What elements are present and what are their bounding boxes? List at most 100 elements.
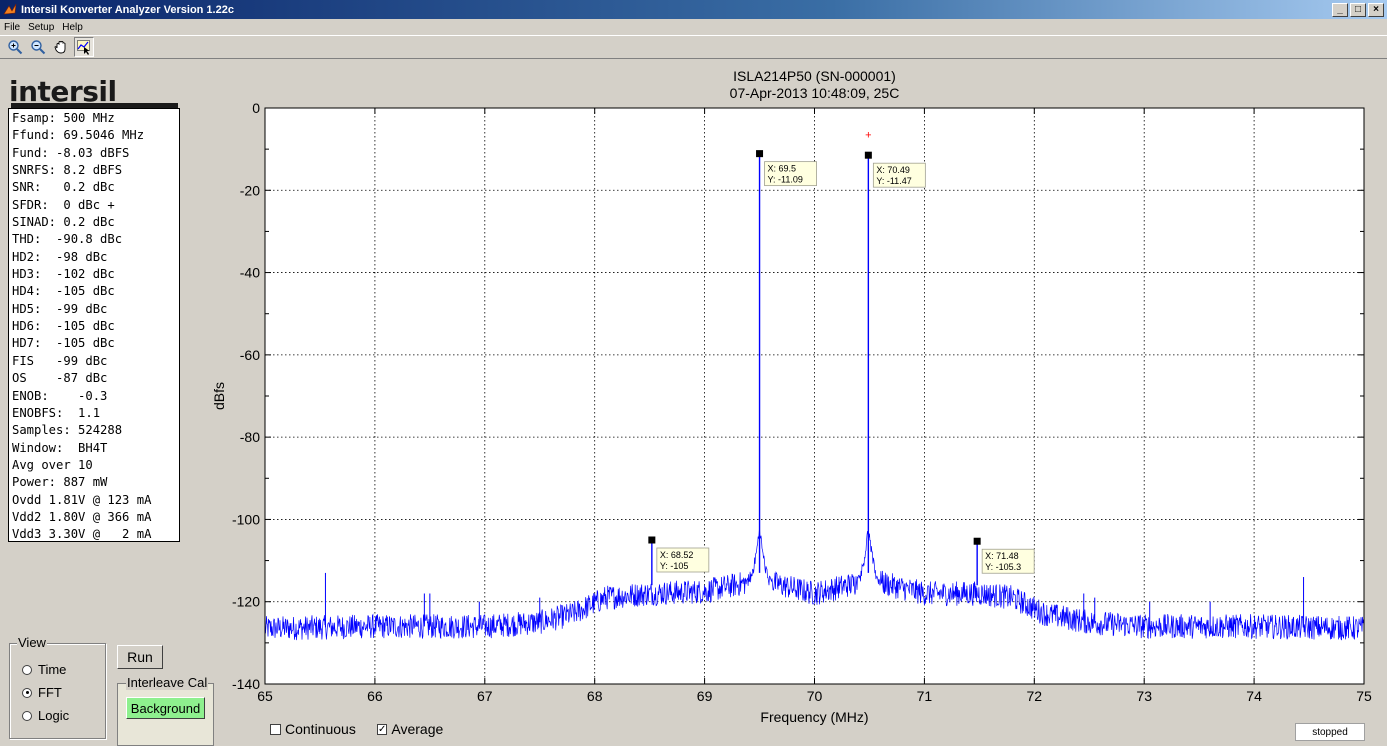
stat-line: HD2: -98 dBc [12,249,108,264]
time-radio-label: Time [38,662,67,677]
x-tick-label: 71 [917,688,933,704]
x-tick-label: 74 [1246,688,1262,704]
datatip-box [656,547,710,573]
datatip-point [756,150,764,158]
datatip-y-label: Y: -11.47 [876,176,911,186]
fft-radio[interactable] [22,687,32,698]
menu-help[interactable]: Help [62,21,83,33]
continuous-label: Continuous [285,721,356,737]
stat-line: SINAD: 0.2 dBc [12,215,115,230]
stat-line: ENOBFS: 1.1 [12,405,101,420]
stat-line: Power: 887 mW [12,475,108,490]
stat-line: Ffund: 69.5046 MHz [12,128,145,143]
datatip-point [648,536,656,544]
y-tick-label: -60 [240,347,260,363]
y-axis-label: dBfs [211,382,227,410]
x-axis-label: Frequency (MHz) [760,709,868,725]
x-tick-label: 68 [587,688,603,704]
datatip-y-label: Y: -105.3 [985,562,1021,572]
datatip-box [981,548,1035,574]
logic-radio[interactable] [22,710,32,721]
stat-line: Fund: -8.03 dBFS [12,145,130,160]
y-tick-label: -20 [240,182,260,198]
logic-radio-label: Logic [38,708,70,723]
datatip-point [973,537,981,545]
x-tick-label: 69 [697,688,713,704]
zoom-in-tool[interactable] [5,37,25,57]
average-checkbox[interactable]: ✓ [377,723,388,735]
background-button[interactable]: Background [126,697,205,719]
view-selector-group: View Time FFT Logic [9,635,106,739]
x-tick-label: 75 [1356,688,1372,704]
x-tick-label: 70 [807,688,823,704]
continuous-checkbox[interactable] [270,723,281,735]
stat-line: Vdd2 1.80V @ 366 mA [12,509,152,524]
stat-line: Samples: 524288 [12,423,123,438]
hand-icon [54,41,66,54]
x-tick-label: 65 [257,688,273,704]
view-option-time[interactable]: Time [22,662,66,677]
close-button[interactable]: × [1368,2,1384,17]
stat-line: ENOB: -0.3 [12,388,108,403]
stat-line: Vdd3 3.30V @ 2 mA [12,527,152,542]
stat-line: HD6: -105 dBc [12,319,115,334]
data-cursor-icon [77,40,90,55]
y-tick-label: -100 [232,511,260,527]
x-tick-label: 73 [1136,688,1152,704]
stat-line: FIS -99 dBc [12,353,108,368]
datatip-x-label: X: 70.49 [876,165,910,175]
zoom-out-icon [31,40,46,55]
data-cursor-tool[interactable] [74,37,94,57]
stat-line: HD5: -99 dBc [12,301,108,316]
stat-line: OS -87 dBc [12,371,108,386]
run-button[interactable]: Run [117,645,163,669]
view-group-legend: View [17,635,47,650]
red-plus-marker: + [865,130,871,142]
maximize-button[interactable]: □ [1350,2,1366,17]
title-bar: Intersil Konverter Analyzer Version 1.22… [0,0,1387,19]
y-tick-label: -120 [232,594,260,610]
stat-line: SNRFS: 8.2 dBFS [12,163,123,178]
x-tick-label: 72 [1027,688,1043,704]
datatip-x-label: X: 71.48 [985,551,1019,561]
stat-line: Fsamp: 500 MHz [12,111,115,125]
datatip-x-label: X: 68.52 [660,550,694,560]
average-checkbox-row[interactable]: ✓ Average [373,718,445,740]
menu-setup[interactable]: Setup [28,21,55,33]
view-option-fft[interactable]: FFT [22,685,62,700]
datatip-y-label: Y: -11.09 [768,175,803,185]
y-tick-label: -40 [240,265,260,281]
time-radio[interactable] [22,664,32,675]
y-tick-label: 0 [252,100,260,116]
logo-underline [11,103,178,108]
datatip-point [864,151,872,159]
pan-tool[interactable] [51,37,71,57]
x-tick-label: 67 [477,688,493,704]
datatip-box [872,162,926,188]
logo-text: intersil [9,75,117,108]
status-indicator: stopped [1295,723,1365,741]
chart-title: ISLA214P50 (SN-000001) [733,68,896,84]
matlab-app-icon [3,3,17,17]
x-tick-label: 66 [367,688,383,704]
y-tick-label: -80 [240,429,260,445]
intersil-logo: intersil [9,72,180,108]
stat-line: HD7: -105 dBc [12,336,115,351]
menu-file[interactable]: File [4,21,21,33]
minimize-button[interactable]: _ [1332,2,1348,17]
view-option-logic[interactable]: Logic [22,708,69,723]
chart-subtitle: 07-Apr-2013 10:48:09, 25C [730,85,900,101]
toolbar [0,35,1387,59]
datatip-x-label: X: 69.5 [768,164,797,174]
stat-line: Window: BH4T [12,440,108,455]
stat-line: HD3: -102 dBc [12,267,115,282]
zoom-out-tool[interactable] [28,37,48,57]
stat-line: SFDR: 0 dBc + [12,197,115,212]
datatip-y-label: Y: -105 [660,561,689,571]
zoom-in-icon [8,40,23,55]
continuous-checkbox-row[interactable]: Continuous [266,718,360,740]
y-tick-label: -140 [232,676,260,692]
interleave-cal-legend: Interleave Cal [126,675,209,690]
stat-line: THD: -90.8 dBc [12,232,123,247]
